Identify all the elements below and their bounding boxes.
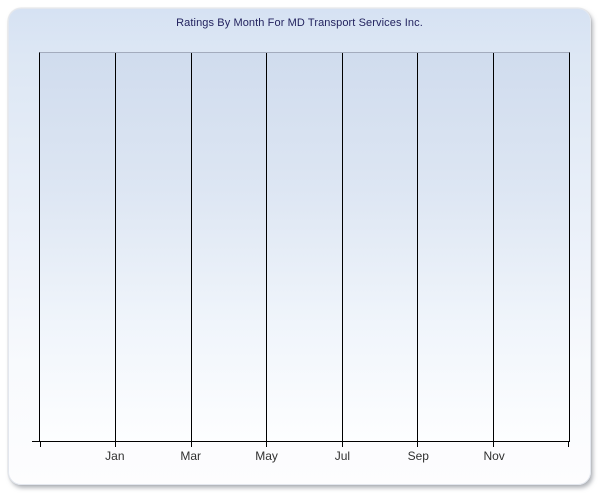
vertical-gridline	[190, 53, 192, 447]
x-tick-label: Mar	[180, 449, 202, 463]
vertical-gridline	[266, 53, 268, 447]
plot-area	[39, 52, 570, 447]
x-axis-labels: Jan Mar May Jul Sep Nov	[39, 449, 570, 465]
vertical-gridline	[492, 53, 494, 447]
vertical-gridline	[115, 53, 117, 447]
axis-edge-tick	[568, 441, 569, 447]
chart-title: Ratings By Month For MD Transport Servic…	[176, 17, 423, 29]
x-tick-label: Jan	[105, 449, 125, 463]
x-tick-label: Nov	[483, 449, 505, 463]
x-tick-label: Jul	[334, 449, 351, 463]
axis-edge-tick	[40, 441, 41, 447]
x-tick-label: May	[255, 449, 278, 463]
x-axis-line	[32, 441, 570, 442]
vertical-gridline	[417, 53, 419, 447]
chart-panel: Ratings By Month For MD Transport Servic…	[8, 8, 591, 485]
x-tick-label: Sep	[407, 449, 429, 463]
vertical-gridline	[341, 53, 343, 447]
